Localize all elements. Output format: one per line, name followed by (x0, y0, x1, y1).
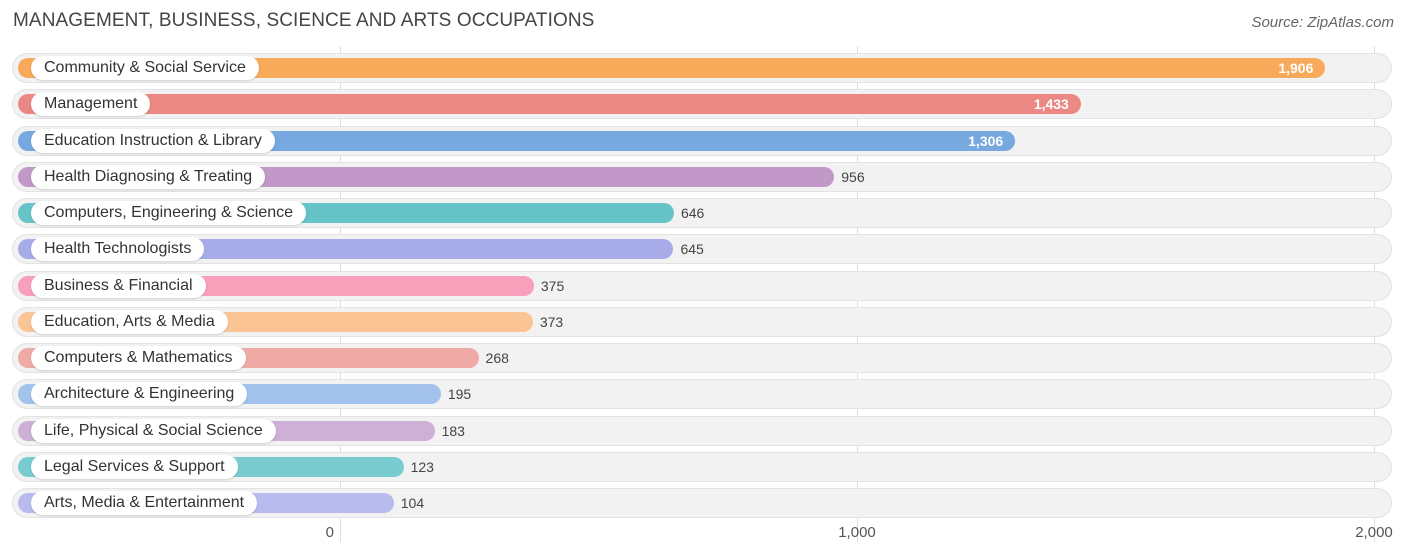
value-label: 1,906 (1278, 60, 1314, 76)
value-label: 373 (539, 313, 564, 330)
bar (18, 58, 1326, 78)
value-label: 123 (410, 458, 434, 475)
value-label: 268 (485, 350, 509, 366)
value-label: 183 (441, 422, 465, 439)
category-label: Community & Social Service (31, 56, 259, 80)
category-label: Business & Financial (31, 273, 206, 298)
value-label: 646 (680, 205, 705, 221)
x-tick-label: 1,000 (838, 524, 876, 541)
category-label: Management (31, 92, 151, 117)
category-label: Education Instruction & Library (31, 128, 275, 153)
category-label: Education, Arts & Media (31, 309, 228, 334)
x-tick-label: 2,000 (1355, 524, 1393, 541)
category-label: Computers, Engineering & Science (31, 201, 307, 225)
value-label: 1,433 (1033, 96, 1069, 113)
category-label: Computers & Mathematics (31, 346, 246, 370)
value-label: 375 (540, 277, 565, 294)
value-label: 956 (841, 168, 865, 185)
value-label: 645 (680, 241, 704, 258)
category-label: Architecture & Engineering (31, 382, 248, 407)
x-tick-label: 0 (325, 524, 334, 541)
category-label: Legal Services & Support (31, 454, 238, 479)
category-label: Life, Physical & Social Science (31, 418, 276, 443)
chart-title: MANAGEMENT, BUSINESS, SCIENCE AND ARTS O… (13, 10, 595, 31)
category-label: Health Technologists (31, 237, 205, 262)
source-note: Source: ZipAtlas.com (1251, 14, 1394, 31)
bar (18, 94, 1081, 115)
value-label: 195 (447, 386, 472, 403)
value-label: 104 (400, 495, 425, 511)
value-label: 1,306 (968, 132, 1004, 149)
category-label: Arts, Media & Entertainment (31, 491, 258, 515)
category-label: Health Diagnosing & Treating (31, 164, 266, 189)
